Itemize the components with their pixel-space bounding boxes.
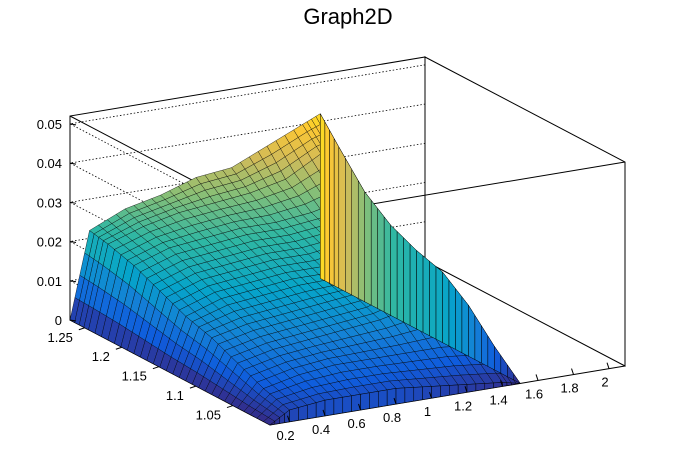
x-tick-label: 0.8 — [383, 410, 401, 425]
surface-skirt-front — [369, 391, 379, 409]
surface-skirt-side — [435, 266, 443, 343]
surface-skirt-front — [360, 392, 370, 411]
surface-skirt-front — [333, 396, 344, 415]
surface-skirt-side — [345, 157, 353, 296]
x-tick-label: 1.6 — [525, 386, 543, 401]
x-tick-label: 0.4 — [312, 422, 330, 437]
surface-skirt-side — [416, 249, 424, 333]
surface-skirt-side — [357, 179, 365, 303]
x-tick-label: 0.2 — [276, 428, 294, 443]
surface-skirt-front — [386, 388, 397, 406]
surface-skirt-front — [449, 384, 459, 396]
surface-skirt-side — [403, 237, 411, 326]
surface-skirt-front — [315, 399, 326, 418]
surface-skirt-front — [351, 393, 361, 412]
surface-skirt-front — [298, 404, 308, 421]
z-tick — [69, 123, 77, 126]
x-tick-label: 1 — [424, 404, 431, 419]
z-tick-label: 0.03 — [37, 195, 62, 210]
y-tick — [152, 366, 160, 370]
x-tick-label: 1.4 — [489, 392, 507, 407]
surface-skirt-front — [378, 389, 388, 408]
surface-skirt-front — [440, 385, 450, 397]
surface-skirt-side — [329, 129, 335, 287]
surface-skirt-side — [396, 230, 404, 323]
y-tick-label: 1.05 — [196, 408, 221, 423]
surface-skirt-side — [409, 243, 417, 330]
z-tick — [69, 241, 77, 244]
surface-skirt-side — [320, 112, 326, 282]
z-tick — [69, 162, 77, 165]
surface-skirt-side — [333, 137, 340, 289]
x-tick — [464, 386, 468, 393]
surface-skirt-side — [370, 199, 378, 309]
surface-skirt-front — [515, 382, 521, 385]
surface-skirt-side — [513, 373, 521, 384]
surface-skirt-side — [390, 224, 398, 320]
surface-skirt-side — [481, 324, 489, 367]
x-tick — [571, 368, 574, 375]
surface-skirt-side — [468, 304, 476, 360]
chart-title: Graph2D — [303, 4, 393, 29]
surface-skirt-front — [324, 398, 335, 417]
y-tick-label: 1.25 — [48, 330, 73, 345]
surface-skirt-front — [502, 382, 508, 387]
y-tick-label: 1.1 — [166, 388, 184, 403]
surface-skirt-side — [487, 335, 495, 371]
surface-skirt-side — [377, 207, 385, 313]
z-gridline — [68, 64, 426, 230]
x-tick-label: 0.6 — [347, 416, 365, 431]
surface-skirt-side — [461, 296, 469, 357]
z-tick-label: 0.01 — [37, 274, 62, 289]
surface-skirt-side — [364, 191, 372, 306]
surface-skirt-side — [474, 314, 482, 364]
surface-skirt-front — [475, 383, 486, 392]
x-tick — [535, 374, 539, 381]
x-tick-label: 1.2 — [454, 398, 472, 413]
surface-skirt-front — [413, 386, 423, 402]
z-tick-label: 0.04 — [37, 156, 62, 171]
surface-skirt-front — [431, 385, 441, 399]
z-tick-label: 0.05 — [37, 117, 62, 132]
z-tick — [69, 280, 77, 283]
x-tick — [500, 380, 503, 387]
z-tick — [69, 319, 77, 322]
surface-skirt-side — [455, 287, 463, 354]
x-tick — [287, 415, 290, 422]
z-tick-label: 0.02 — [37, 235, 62, 250]
x-tick — [606, 362, 610, 369]
surface-skirt-front — [307, 402, 317, 420]
surface-skirt-side — [324, 120, 330, 284]
surface-skirt-side — [448, 279, 456, 350]
surface-skirt-side — [338, 145, 346, 292]
surface-skirt-side — [383, 216, 391, 316]
surface-skirt-front — [506, 382, 512, 386]
surface-skirt-front — [404, 387, 415, 403]
surface-skirt-side — [500, 354, 508, 378]
x-tick-label: 1.8 — [560, 381, 578, 396]
surface-skirt-side — [494, 345, 502, 374]
z-tick-label: 0 — [55, 313, 62, 328]
z-tick — [69, 201, 77, 204]
surface-skirt-front — [466, 383, 477, 393]
y-tick-label: 1.2 — [92, 349, 110, 364]
y-tick — [189, 385, 197, 389]
surface-skirt-side — [429, 260, 437, 340]
x-tick — [429, 391, 432, 399]
surface-skirt-front — [342, 395, 352, 414]
surface-skirt-front — [395, 387, 406, 405]
x-tick — [322, 409, 326, 417]
y-tick — [78, 327, 85, 331]
surface-skirt-front — [289, 407, 299, 423]
x-tick — [358, 403, 361, 411]
surface-skirt-side — [351, 168, 359, 299]
y-tick-label: 1.15 — [122, 369, 147, 384]
x-tick — [393, 397, 397, 405]
surface-skirt-side — [442, 271, 450, 347]
surface-skirt-side — [422, 255, 430, 337]
y-tick — [226, 405, 234, 409]
y-tick — [115, 346, 123, 350]
x-tick-label: 2 — [601, 375, 608, 390]
